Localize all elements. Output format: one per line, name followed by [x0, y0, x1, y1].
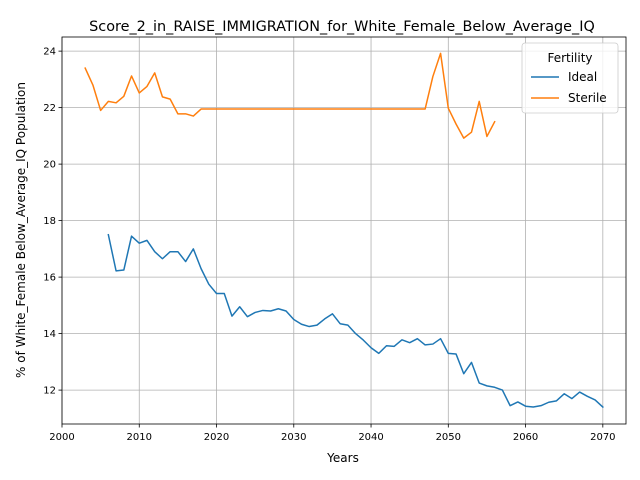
x-tick-label: 2000 [49, 432, 74, 443]
series-line-ideal [107, 233, 604, 409]
axes-frame [61, 36, 627, 425]
series-line-sterile [84, 52, 496, 139]
y-axis-label: % of White_Female Below_Average_IQ Popul… [14, 82, 28, 378]
legend-frame [521, 42, 619, 114]
legend: Fertility Ideal Sterile [521, 42, 619, 114]
y-tick-label: 12 [43, 386, 56, 397]
y-tick-label: 18 [43, 216, 56, 227]
y-axis-ticks: 12 14 16 18 20 22 24 [43, 47, 62, 397]
x-tick-label: 2040 [358, 432, 383, 443]
y-tick-label: 14 [43, 329, 56, 340]
series-lines [84, 52, 604, 409]
x-tick-label: 2060 [513, 432, 538, 443]
x-axis-label: Years [326, 451, 359, 465]
y-tick-label: 16 [43, 273, 56, 284]
legend-title: Fertility [547, 51, 592, 65]
x-tick-label: 2030 [281, 432, 306, 443]
x-tick-label: 2070 [590, 432, 615, 443]
chart-title: Score_2_in_RAISE_IMMIGRATION_for_White_F… [89, 19, 595, 35]
x-tick-label: 2010 [127, 432, 152, 443]
y-tick-label: 24 [43, 47, 56, 58]
x-axis-ticks: 2000 2010 2020 2030 2040 2050 2060 2070 [49, 424, 616, 443]
y-tick-label: 22 [43, 103, 56, 114]
legend-label-sterile: Sterile [568, 91, 607, 105]
y-tick-label: 20 [43, 160, 56, 171]
legend-label-ideal: Ideal [568, 70, 597, 84]
x-tick-label: 2050 [436, 432, 461, 443]
x-tick-label: 2020 [204, 432, 229, 443]
